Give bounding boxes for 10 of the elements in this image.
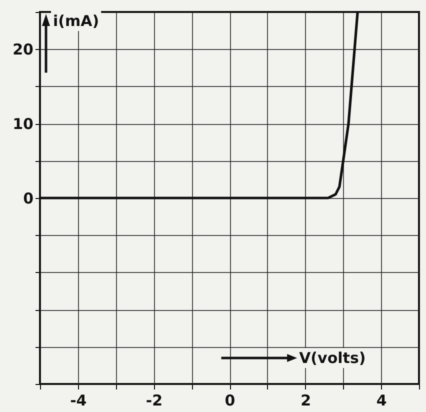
x-tick-label: 0 xyxy=(224,392,236,410)
x-axis-title: V(volts) xyxy=(299,349,366,367)
y-tick-label: 10 xyxy=(12,115,34,134)
y-tick-label: 0 xyxy=(23,190,34,208)
x-tick-label: -4 xyxy=(70,392,87,410)
y-axis-title: i(mA) xyxy=(53,12,100,30)
y-tick-label: 20 xyxy=(12,40,34,59)
x-tick-label: -2 xyxy=(146,392,163,410)
x-tick-label: 4 xyxy=(376,392,387,410)
x-tick-label: 2 xyxy=(300,392,312,410)
